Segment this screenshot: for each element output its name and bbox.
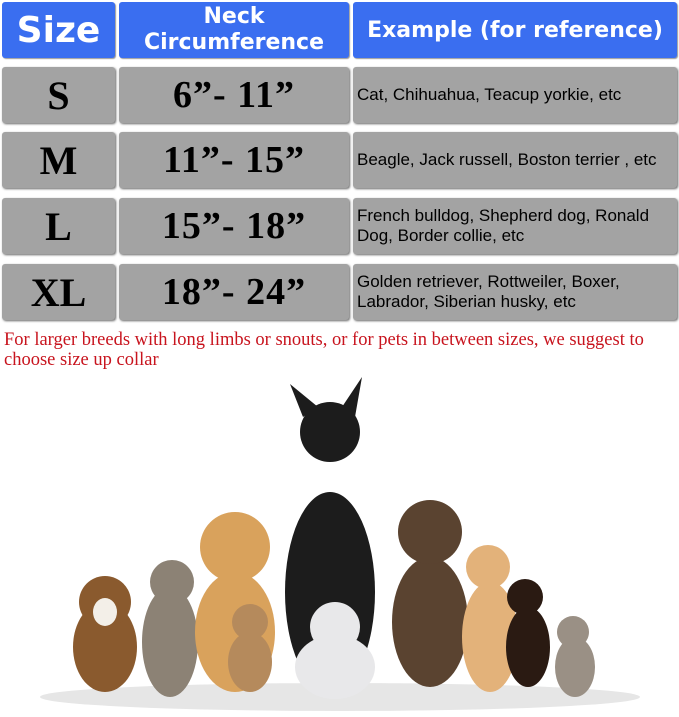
row-m-size: M <box>2 132 115 188</box>
row-xl-neck: 18”- 24” <box>119 264 349 320</box>
row-xl-size: XL <box>2 264 115 320</box>
pets-group-photo <box>40 377 640 711</box>
row-s-example: Cat, Chihuahua, Teacup yorkie, etc <box>353 67 677 123</box>
orange-cat <box>462 545 518 692</box>
small-kitten <box>555 616 595 697</box>
sizing-note: For larger breeds with long limbs or sno… <box>4 330 644 370</box>
row-l-neck: 15”- 18” <box>119 198 349 254</box>
row-s-size: S <box>2 67 115 123</box>
tabby-cat <box>142 560 198 697</box>
shepherd-puppy <box>392 500 468 687</box>
row-xl-example: Golden retriever, Rottweiler, Boxer, Lab… <box>353 264 677 320</box>
row-l-size: L <box>2 198 115 254</box>
header-size: Size <box>2 2 115 58</box>
header-example: Example (for reference) <box>353 2 677 58</box>
corgi-puppy <box>73 576 137 692</box>
kitten <box>228 604 272 692</box>
row-m-neck: 11”- 15” <box>119 132 349 188</box>
row-m-example: Beagle, Jack russell, Boston terrier , e… <box>353 132 677 188</box>
header-neck: Neck Circumference <box>119 2 349 58</box>
toy-terrier <box>506 579 550 687</box>
white-persian-cat <box>295 602 375 699</box>
row-s-neck: 6”- 11” <box>119 67 349 123</box>
row-l-example: French bulldog, Shepherd dog, Ronald Dog… <box>353 198 677 254</box>
